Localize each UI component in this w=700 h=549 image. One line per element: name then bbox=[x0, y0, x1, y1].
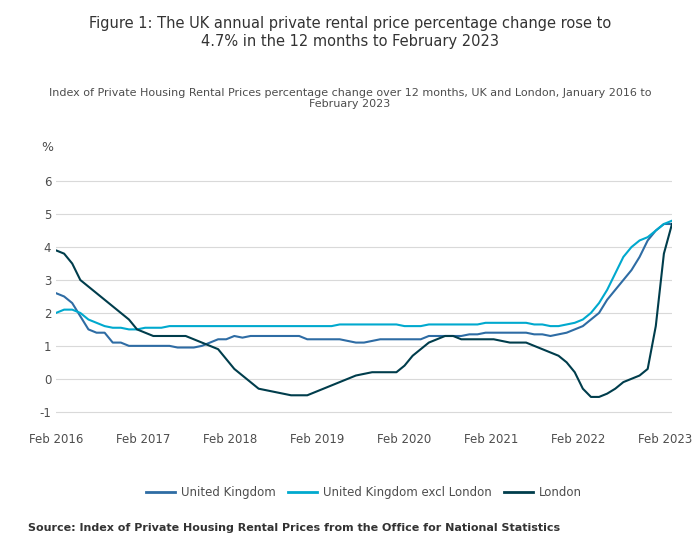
Legend: United Kingdom, United Kingdom excl London, London: United Kingdom, United Kingdom excl Lond… bbox=[141, 481, 587, 504]
Text: %: % bbox=[41, 141, 53, 154]
Text: Figure 1: The UK annual private rental price percentage change rose to
4.7% in t: Figure 1: The UK annual private rental p… bbox=[89, 16, 611, 49]
Text: Source: Index of Private Housing Rental Prices from the Office for National Stat: Source: Index of Private Housing Rental … bbox=[28, 523, 560, 533]
Text: Index of Private Housing Rental Prices percentage change over 12 months, UK and : Index of Private Housing Rental Prices p… bbox=[49, 88, 651, 109]
